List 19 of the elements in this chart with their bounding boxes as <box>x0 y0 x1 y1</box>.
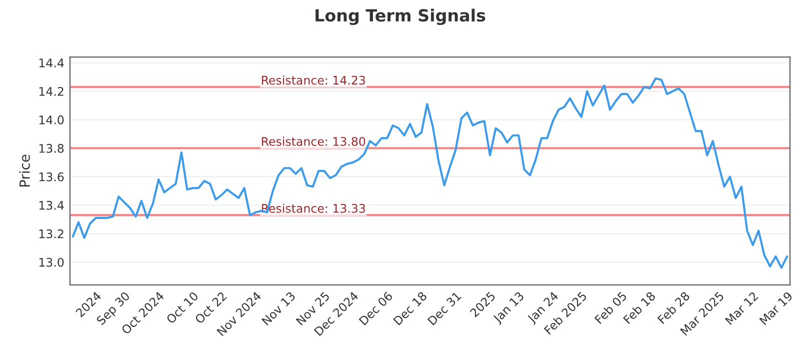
ref-line-label: Resistance: 13.80 <box>262 136 366 146</box>
y-tick-label: 14.4 <box>39 58 64 68</box>
y-tick-label: 13.4 <box>39 200 64 210</box>
x-tick-label: Nov 13 <box>261 291 296 326</box>
line-series <box>72 77 788 269</box>
x-tick-label: Dec 31 <box>427 291 462 326</box>
y-tick-label: 14.0 <box>39 115 64 124</box>
x-tick-label: Mar 12 <box>724 291 758 326</box>
x-tick-label: Dec 18 <box>392 291 428 326</box>
y-tick-label: 13.0 <box>39 258 64 267</box>
y-tick-label: 13.2 <box>39 229 64 238</box>
y-tick-label: 14.2 <box>39 86 64 96</box>
x-tick-label: Dec 06 <box>358 291 394 326</box>
y-tick-label: 13.8 <box>39 144 64 153</box>
chart-title: Long Term Signals <box>316 8 486 26</box>
x-tick-label: Mar 19 <box>759 291 794 326</box>
y-axis-title: Price <box>19 154 30 187</box>
y-tick-label: 13.6 <box>39 172 64 182</box>
ref-line-label: Resistance: 14.23 <box>262 76 365 85</box>
